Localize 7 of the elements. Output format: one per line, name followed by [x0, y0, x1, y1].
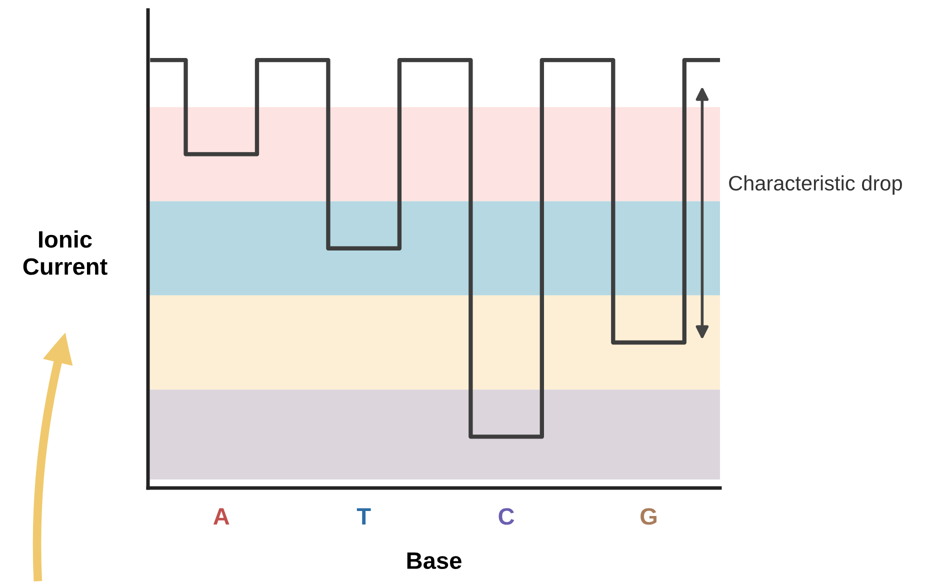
text: Characteristic drop [729, 175, 902, 195]
y-axis-title: Ionic Current [23, 230, 108, 275]
x-tick-label: G [640, 508, 656, 525]
x-tick-label: C [498, 508, 514, 525]
x-tick-label: A [213, 508, 230, 525]
x-tick-label: T [356, 508, 371, 525]
x-axis-title: Base [407, 552, 462, 570]
